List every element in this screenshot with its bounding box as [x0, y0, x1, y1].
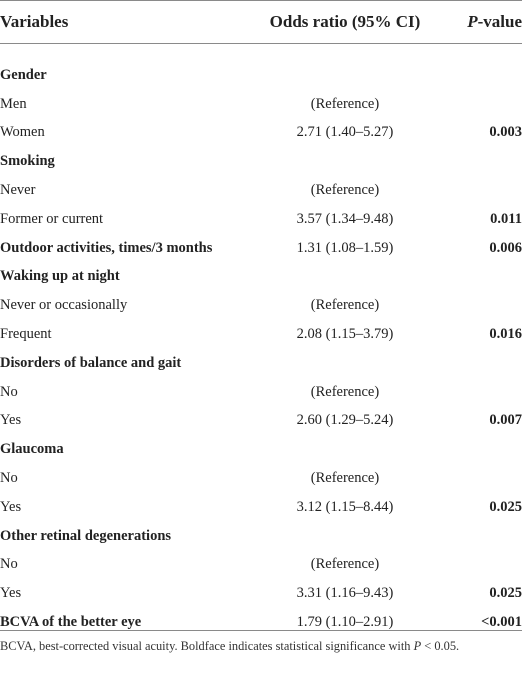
- row-odds-ratio: 3.57 (1.34–9.48): [296, 210, 394, 227]
- row-variable-label: Never: [0, 182, 36, 199]
- row-p-value: [440, 551, 522, 580]
- column-header-variables: Variables: [0, 11, 69, 31]
- row-variable-label: No: [0, 556, 18, 573]
- row-p-value: [440, 61, 522, 90]
- row-variable-label: Yes: [0, 412, 22, 429]
- row-variable-label: Men: [0, 95, 27, 112]
- row-odds-ratio: (Reference): [310, 556, 380, 573]
- row-odds-ratio: 1.31 (1.08–1.59): [296, 239, 394, 256]
- row-p-value: 0.016: [489, 326, 522, 343]
- table-row: No (Reference): [0, 464, 522, 493]
- row-odds-ratio: 2.71 (1.40–5.27): [296, 124, 394, 141]
- table-row: Gender: [0, 61, 522, 90]
- row-p-value: 0.011: [490, 210, 522, 227]
- table-row: Yes 3.31 (1.16–9.43) 0.025: [0, 579, 522, 608]
- table-row: No (Reference): [0, 378, 522, 407]
- odds-ratio-table: Variables Odds ratio (95% CI) P-value Ge…: [0, 0, 522, 637]
- row-odds-ratio: [250, 522, 440, 551]
- row-odds-ratio: (Reference): [310, 383, 380, 400]
- row-p-value: 0.003: [489, 124, 522, 141]
- p-italic: P: [467, 11, 478, 31]
- table-row: Frequent 2.08 (1.15–3.79) 0.016: [0, 320, 522, 349]
- row-odds-ratio: 3.12 (1.15–8.44): [296, 498, 394, 515]
- row-p-value: [440, 435, 522, 464]
- row-variable-label: Never or occasionally: [0, 297, 128, 314]
- row-variable-label: Smoking: [0, 153, 55, 170]
- row-variable-label: No: [0, 383, 18, 400]
- table-row: Disorders of balance and gait: [0, 349, 522, 378]
- row-odds-ratio: [250, 263, 440, 292]
- table-body: Gender Men (Reference) Women 2.71 (1.40–5.27…: [0, 43, 522, 637]
- row-odds-ratio: [250, 61, 440, 90]
- footnote-text-1: BCVA, best-corrected visual acuity. Bold…: [0, 639, 414, 653]
- row-odds-ratio: 1.79 (1.10–2.91): [296, 614, 394, 631]
- table-row: Waking up at night: [0, 263, 522, 292]
- row-variable-label: Disorders of balance and gait: [0, 354, 182, 371]
- row-odds-ratio: [250, 435, 440, 464]
- row-variable-label: No: [0, 470, 18, 487]
- row-p-value: [440, 378, 522, 407]
- row-p-value: 0.025: [489, 585, 522, 602]
- table-footnote: BCVA, best-corrected visual acuity. Bold…: [0, 637, 522, 656]
- row-variable-label: Gender: [0, 66, 47, 83]
- row-odds-ratio: 2.08 (1.15–3.79): [296, 326, 394, 343]
- table-row: Glaucoma: [0, 435, 522, 464]
- row-variable-label: BCVA of the better eye: [0, 614, 142, 631]
- row-variable-label: Other retinal degenerations: [0, 527, 172, 544]
- row-variable-label: Waking up at night: [0, 268, 120, 285]
- row-p-value: [440, 147, 522, 176]
- row-p-value: <0.001: [481, 614, 522, 631]
- table-row: No (Reference): [0, 551, 522, 580]
- row-variable-label: Frequent: [0, 326, 52, 343]
- row-odds-ratio: (Reference): [310, 470, 380, 487]
- row-odds-ratio: [250, 349, 440, 378]
- row-p-value: [440, 291, 522, 320]
- table-row: Smoking: [0, 147, 522, 176]
- row-odds-ratio: (Reference): [310, 297, 380, 314]
- row-p-value: 0.025: [489, 498, 522, 515]
- table-row: Never (Reference): [0, 176, 522, 205]
- footnote-text-2: < 0.05.: [421, 639, 460, 653]
- row-p-value: [440, 263, 522, 292]
- table-row: Yes 2.60 (1.29–5.24) 0.007: [0, 407, 522, 436]
- row-variable-label: Yes: [0, 498, 22, 515]
- bottom-rule: [0, 630, 522, 631]
- row-variable-label: Glaucoma: [0, 441, 64, 458]
- p-value-suffix: -value: [477, 11, 522, 31]
- table-row: Never or occasionally (Reference): [0, 291, 522, 320]
- row-variable-label: Outdoor activities, times/3 months: [0, 239, 213, 256]
- column-header-p-value: P-value: [440, 0, 522, 43]
- row-odds-ratio: (Reference): [310, 182, 380, 199]
- table-row: Other retinal degenerations: [0, 522, 522, 551]
- row-p-value: [440, 90, 522, 119]
- row-p-value: [440, 349, 522, 378]
- row-odds-ratio: [250, 147, 440, 176]
- row-variable-label: Yes: [0, 585, 22, 602]
- row-p-value: 0.006: [489, 239, 522, 256]
- table-row: Men (Reference): [0, 90, 522, 119]
- table-row: Yes 3.12 (1.15–8.44) 0.025: [0, 493, 522, 522]
- table-row: Former or current 3.57 (1.34–9.48) 0.011: [0, 205, 522, 234]
- column-header-odds-ratio: Odds ratio (95% CI): [269, 11, 421, 31]
- row-odds-ratio: (Reference): [310, 95, 380, 112]
- header-rule: [0, 43, 522, 44]
- row-p-value: 0.007: [489, 412, 522, 429]
- row-p-value: [440, 176, 522, 205]
- row-p-value: [440, 522, 522, 551]
- row-odds-ratio: 3.31 (1.16–9.43): [296, 585, 394, 602]
- row-variable-label: Women: [0, 124, 45, 141]
- footnote-p-italic: P: [413, 639, 422, 653]
- table-row: Women 2.71 (1.40–5.27) 0.003: [0, 119, 522, 148]
- top-rule: [0, 0, 522, 1]
- row-odds-ratio: 2.60 (1.29–5.24): [296, 412, 394, 429]
- row-p-value: [440, 464, 522, 493]
- table-row: BCVA of the better eye 1.79 (1.10–2.91) <0…: [0, 608, 522, 637]
- row-variable-label: Former or current: [0, 210, 104, 227]
- table-row: Outdoor activities, times/3 months 1.31 (…: [0, 234, 522, 263]
